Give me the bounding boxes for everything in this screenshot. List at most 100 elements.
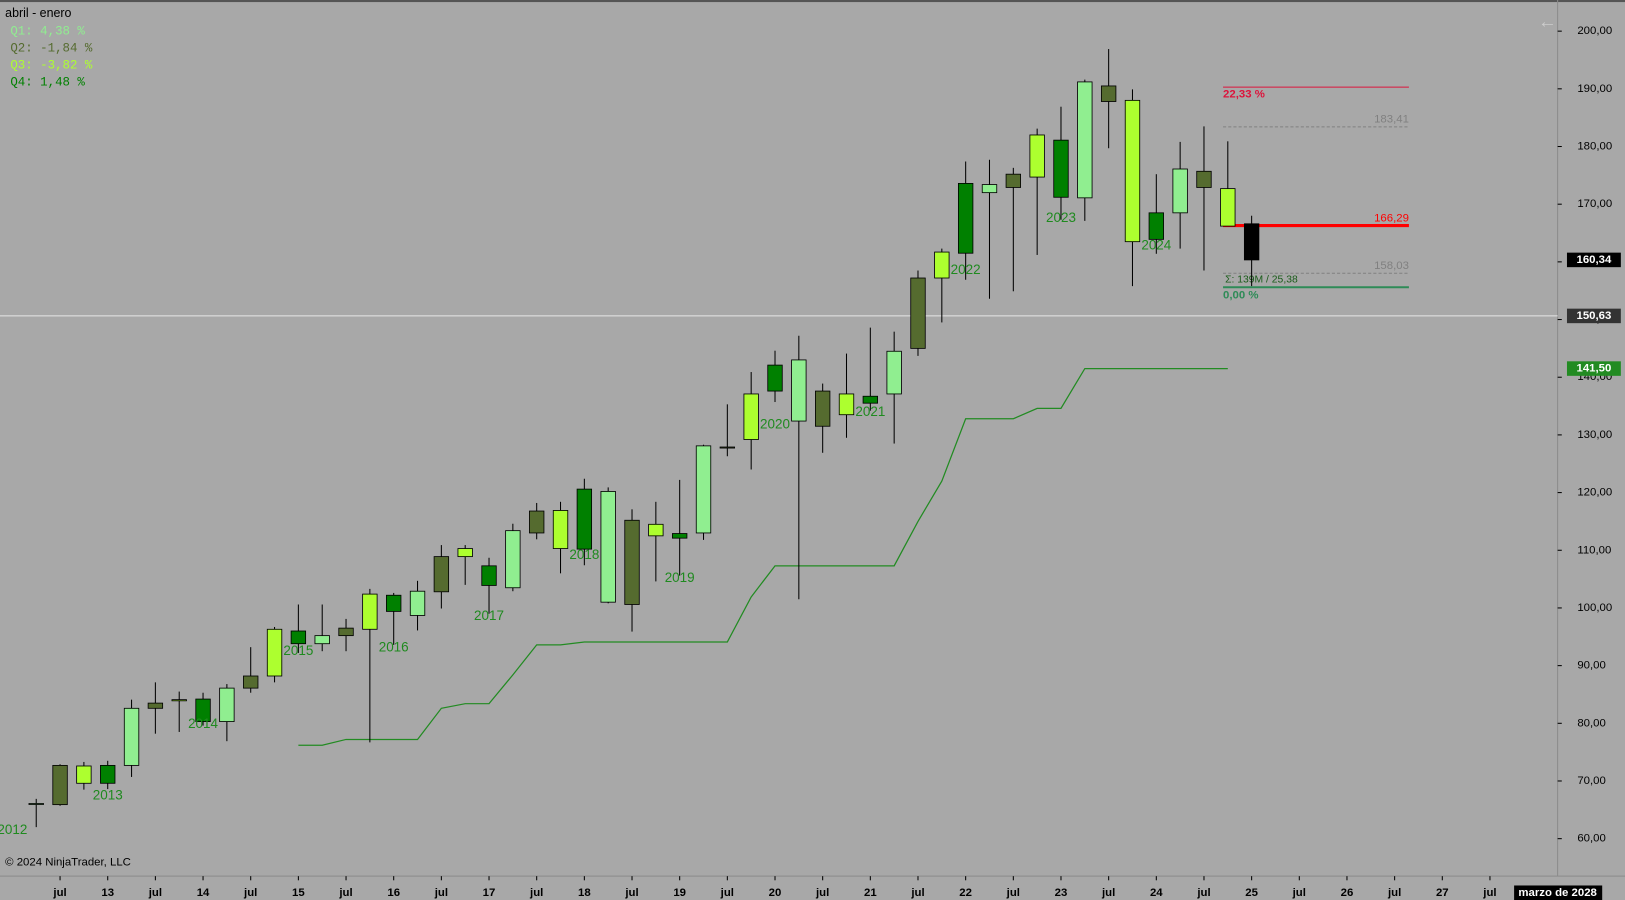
- candle-body: [1100, 85, 1117, 102]
- x-tick-label: 24: [1150, 887, 1163, 899]
- x-tick-label: jul: [1482, 887, 1496, 899]
- candle-body: [672, 533, 688, 539]
- trailing-line: [298, 367, 1228, 746]
- candle-body: [862, 395, 879, 404]
- last-price-label: 160,34: [1576, 254, 1611, 266]
- candle-body: [195, 698, 211, 722]
- crosshair-label: 150,63: [1576, 310, 1611, 322]
- year-annotation: 2023: [1046, 210, 1076, 225]
- y-tick-label: 60,00: [1577, 833, 1606, 845]
- level-label: 166,29: [1374, 212, 1409, 224]
- candle-body: [314, 635, 330, 645]
- candle-body: [1029, 134, 1045, 178]
- candle-body: [767, 364, 783, 392]
- x-tick-label: jul: [148, 887, 162, 899]
- level-label: 158,03: [1374, 260, 1409, 272]
- y-tick-label: 110,00: [1577, 544, 1611, 556]
- candle-body: [266, 628, 283, 677]
- x-tick-label: 22: [959, 887, 972, 899]
- candle-body: [52, 764, 68, 806]
- last-price-tag: [1566, 252, 1621, 268]
- level-label: 22,33 %: [1223, 88, 1265, 100]
- legend-entry: Q3: -3,82 %: [10, 59, 93, 73]
- level-label: 0,00 %: [1223, 290, 1258, 302]
- x-tick-label: jul: [1006, 887, 1020, 899]
- x-tick-label: 25: [1245, 887, 1258, 899]
- candle-body: [1124, 99, 1141, 243]
- x-tick-label: jul: [1101, 887, 1115, 899]
- x-tick-label: jul: [624, 887, 638, 899]
- x-tick-label: 19: [673, 887, 686, 899]
- y-tick-label: 120,00: [1577, 487, 1612, 499]
- y-tick-label: 90,00: [1577, 660, 1606, 672]
- candle-body: [910, 277, 926, 349]
- candle-body: [791, 359, 807, 422]
- candle-body: [957, 183, 974, 254]
- x-tick-label: 17: [483, 887, 496, 899]
- legend-entry: Q1: 4,38 %: [10, 24, 85, 38]
- year-annotation: 2018: [569, 547, 599, 562]
- candle-body: [1005, 173, 1021, 188]
- candle-body: [28, 803, 44, 805]
- candle-body: [219, 687, 235, 722]
- x-tick-label: jul: [434, 887, 448, 899]
- candle-body: [552, 510, 569, 549]
- x-tick-label: 18: [578, 887, 591, 899]
- x-tick-label: jul: [1292, 887, 1306, 899]
- candle-body: [76, 765, 92, 784]
- candle-body: [743, 393, 759, 440]
- x-tick-label: 21: [864, 887, 877, 899]
- candle-body: [1077, 81, 1093, 199]
- y-tick-label: 70,00: [1577, 775, 1606, 787]
- candle-body: [648, 523, 664, 537]
- candle-body: [719, 446, 736, 449]
- candle-body: [1196, 170, 1212, 188]
- y-tick-label: 180,00: [1577, 141, 1612, 153]
- candle-body: [695, 445, 712, 534]
- candle-body: [147, 702, 164, 709]
- cursor-time-box: [1514, 885, 1603, 900]
- x-tick-label: 13: [101, 887, 114, 899]
- candle-body: [886, 350, 902, 395]
- top-border: [0, 0, 1625, 3]
- candle-body: [1220, 188, 1236, 227]
- y-tick-label: 170,00: [1577, 198, 1612, 210]
- plot: 60,00 70,00 80,00 90,00 100,00 110,00 120,00 13…: [0, 25, 1621, 899]
- year-annotation: 2015: [283, 643, 313, 658]
- y-tick-label: 130,00: [1577, 429, 1612, 441]
- candle-body: [338, 627, 354, 637]
- candle-body: [576, 488, 593, 550]
- y-tick-label: 200,00: [1577, 25, 1612, 37]
- x-tick-label: 27: [1436, 887, 1449, 899]
- crosshair-tag: [1566, 308, 1621, 324]
- candle-body: [362, 593, 378, 630]
- candle-body: [409, 590, 426, 616]
- x-tick-label: jul: [910, 887, 924, 899]
- x-tick-label: 14: [197, 887, 210, 899]
- candle-body: [934, 251, 950, 279]
- x-tick-label: jul: [815, 887, 829, 899]
- x-tick-label: 15: [292, 887, 305, 899]
- back-button[interactable]: ←: [1538, 11, 1557, 32]
- x-tick-label: 23: [1055, 887, 1068, 899]
- candle-body: [1172, 168, 1188, 214]
- candle-body: [123, 707, 140, 766]
- cursor-time: marzo de 2028: [1518, 887, 1596, 899]
- level-note: Σ: 139M / 25,38: [1225, 275, 1298, 286]
- year-annotation: 2013: [93, 788, 123, 803]
- x-tick-label: jul: [529, 887, 543, 899]
- candle-body: [386, 594, 402, 612]
- candle-body: [814, 390, 831, 427]
- level-label: 183,41: [1374, 114, 1409, 126]
- legend-entry: Q2: -1,84 %: [10, 41, 93, 55]
- line-last-label: 141,50: [1576, 363, 1611, 375]
- candle-body: [290, 630, 307, 645]
- candle-body: [433, 556, 450, 593]
- year-annotation: 2017: [474, 608, 504, 623]
- x-tick-label: 26: [1341, 887, 1354, 899]
- chart-title: abril - enero: [5, 6, 71, 20]
- year-annotation: 2016: [379, 639, 409, 654]
- x-tick-label: jul: [243, 887, 257, 899]
